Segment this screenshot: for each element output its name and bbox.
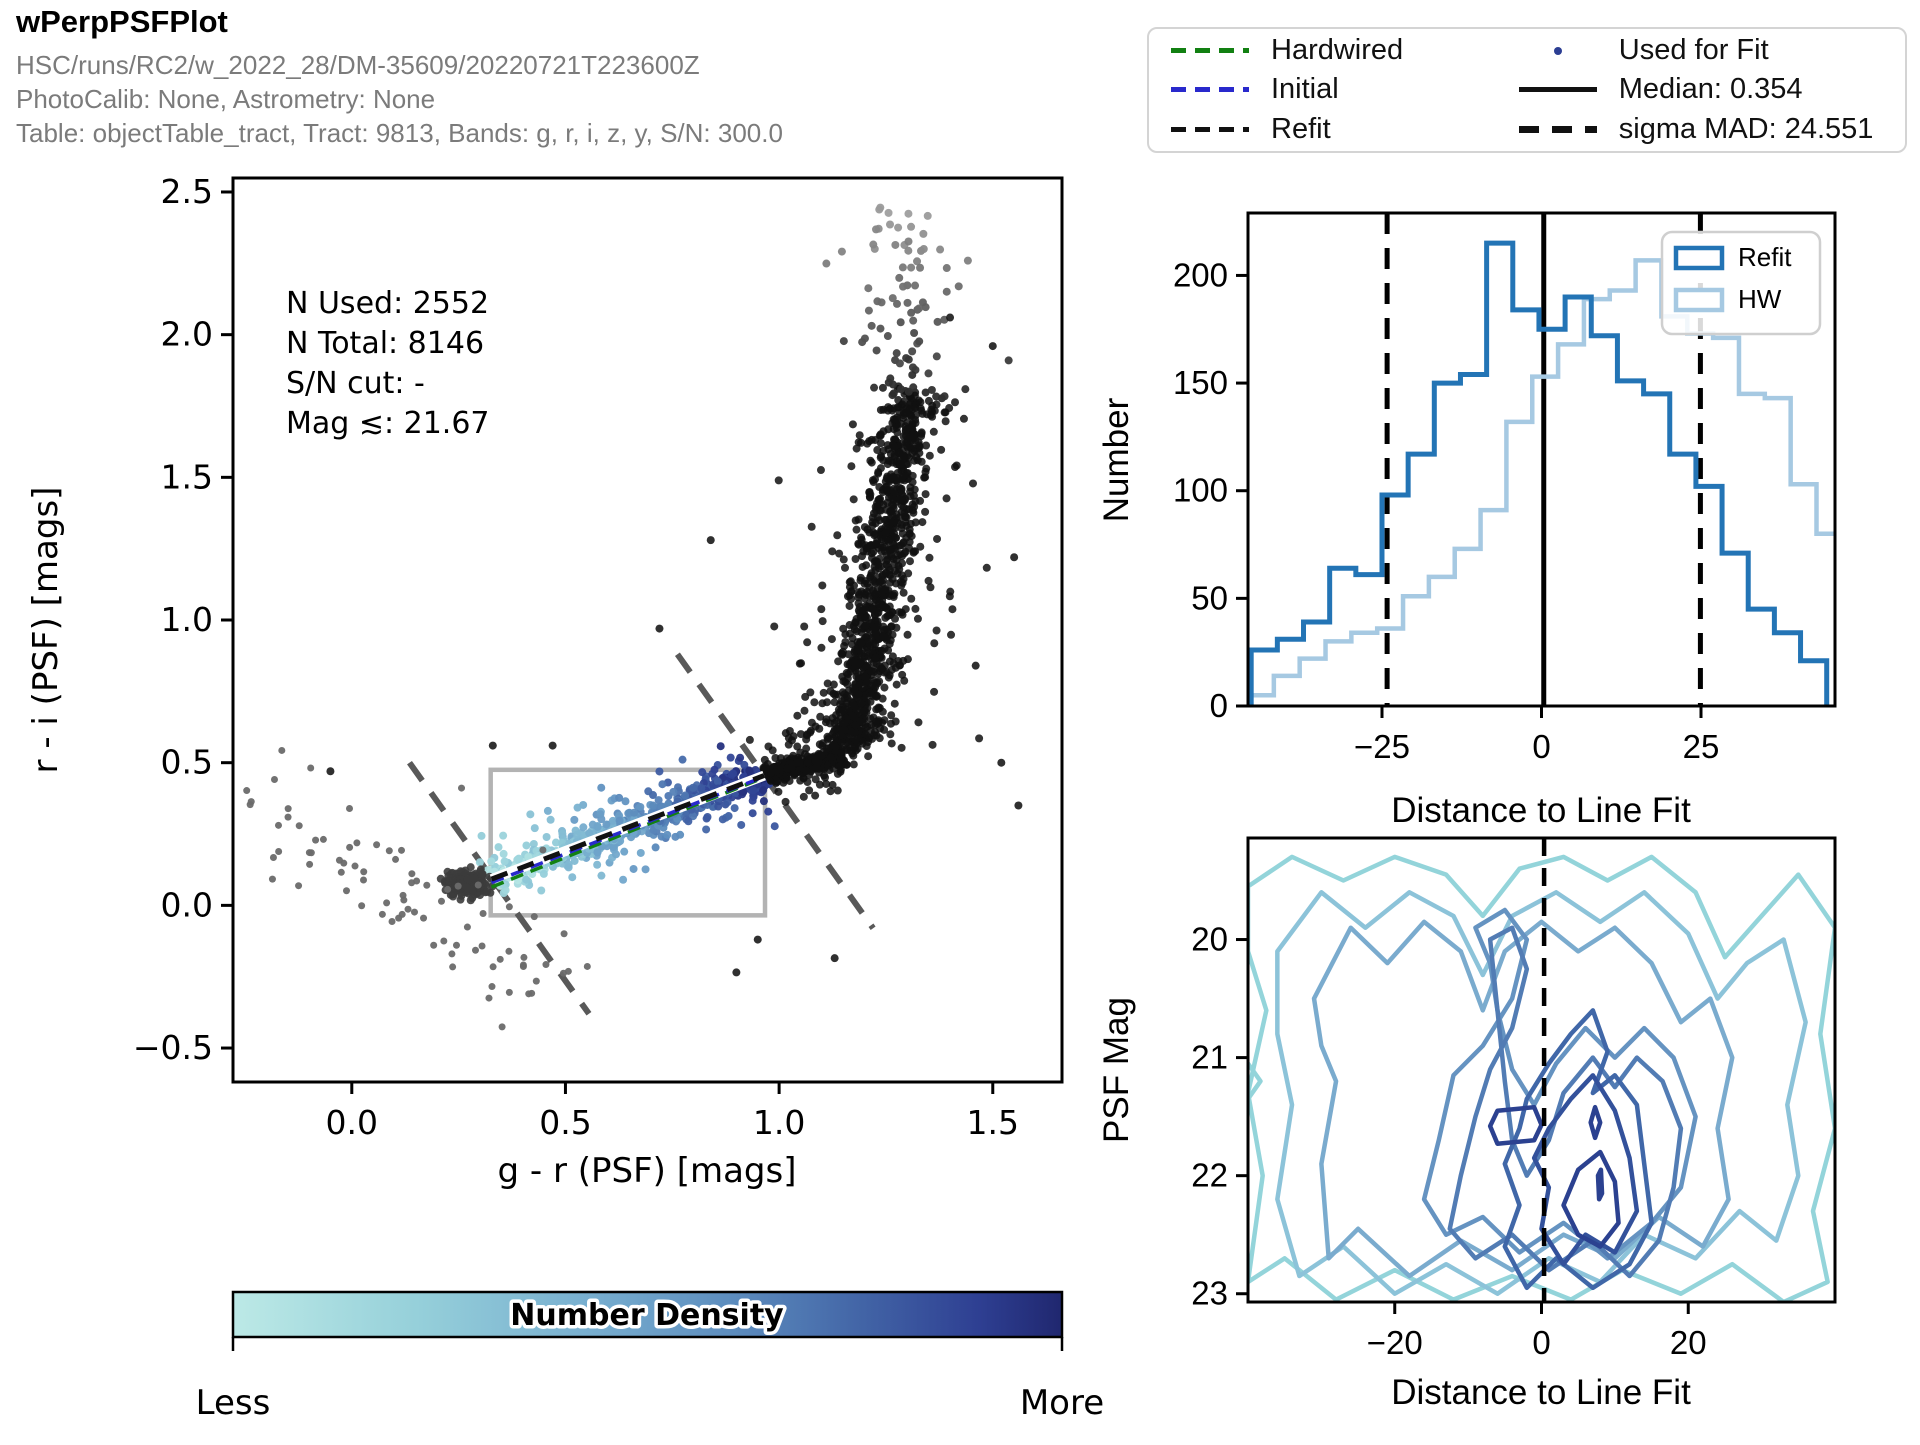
stat-mag-cut: Mag ≲: 21.67: [286, 406, 490, 441]
main-x-axis-label: g - r (PSF) [mags]: [497, 1151, 796, 1191]
refit-swatch-icon: [1673, 245, 1725, 271]
svg-text:0.5: 0.5: [161, 743, 213, 782]
svg-text:0.5: 0.5: [539, 1103, 591, 1142]
svg-text:1.5: 1.5: [967, 1103, 1019, 1142]
svg-text:20: 20: [1191, 921, 1228, 958]
svg-text:100: 100: [1173, 472, 1228, 509]
stat-n-total: N Total: 8146: [286, 326, 484, 361]
colorbar-less-label: Less: [196, 1383, 271, 1423]
histogram-legend: Refit HW: [1660, 230, 1822, 336]
svg-text:50: 50: [1191, 579, 1228, 616]
histogram-legend-refit: Refit: [1738, 242, 1792, 272]
sigma-mad-dashed-line-icon: [1518, 125, 1597, 133]
contour-axes: −20 0 20 20 21 22 23: [1191, 836, 1837, 1361]
histogram-axes: −25 0 25 0 50 100 150 200: [1173, 211, 1837, 765]
stat-n-used: N Used: 2552: [286, 286, 489, 321]
refit-dashed-line-icon: [1171, 126, 1249, 132]
header-table-line: Table: objectTable_tract, Tract: 9813, B…: [16, 118, 783, 148]
legend-item-refit: Refit: [1149, 113, 1497, 146]
legend-item-used-for-fit: Used for Fit: [1497, 34, 1905, 67]
svg-text:1.5: 1.5: [161, 457, 213, 496]
svg-text:23: 23: [1191, 1275, 1228, 1312]
legend-item-hardwired: Hardwired: [1149, 34, 1497, 67]
svg-text:0: 0: [1532, 1324, 1550, 1361]
page-title: wPerpPSFPlot: [16, 4, 228, 39]
svg-text:25: 25: [1683, 728, 1720, 765]
hw-swatch-icon: [1673, 287, 1725, 313]
svg-text:−25: −25: [1354, 728, 1410, 765]
legend-item-median: Median: 0.354: [1497, 73, 1905, 106]
main-y-axis-label: r - i (PSF) [mags]: [26, 487, 66, 774]
legend-item-sigma-mad: sigma MAD: 24.551: [1497, 113, 1905, 146]
svg-text:2.5: 2.5: [161, 172, 213, 211]
header-calib-line: PhotoCalib: None, Astrometry: None: [16, 84, 436, 114]
initial-dashed-line-icon: [1171, 87, 1249, 93]
histogram-plot: −25 0 25 0 50 100 150 200 Refit HW Distance to …: [1097, 211, 1837, 830]
legend-item-initial: Initial: [1149, 73, 1497, 106]
header-run-path: HSC/runs/RC2/w_2022_28/DM-35609/20220721…: [16, 50, 700, 80]
main-scatter-plot: 0.0 0.5 1.0 1.5 −0.5 0.0 0.5 1.0 1.5 2.0 2.5 N Use…: [26, 172, 1064, 1191]
colorbar-label: Number Density: [510, 1298, 784, 1333]
svg-text:−20: −20: [1367, 1324, 1423, 1361]
svg-text:1.0: 1.0: [753, 1103, 805, 1142]
histogram-legend-hw: HW: [1738, 284, 1782, 314]
contour-content: [1248, 838, 1835, 1302]
svg-text:0.0: 0.0: [161, 885, 213, 924]
contour-y-axis-label: PSF Mag: [1097, 997, 1136, 1143]
svg-text:0.0: 0.0: [326, 1103, 378, 1142]
hardwired-dashed-line-icon: [1171, 48, 1249, 54]
svg-text:150: 150: [1173, 364, 1228, 401]
colorbar-gradient: [231, 1290, 1064, 1339]
figure-header: wPerpPSFPlot HSC/runs/RC2/w_2022_28/DM-3…: [16, 4, 783, 150]
scatter-content: [243, 203, 1023, 1031]
colorbar-more-label: More: [1020, 1383, 1104, 1423]
stat-sn-cut: S/N cut: -: [286, 366, 425, 401]
svg-text:22: 22: [1191, 1157, 1228, 1194]
contour-plot: −20 0 20 20 21 22 23 Distance to Line Fit PSF …: [1097, 836, 1837, 1412]
svg-text:2.0: 2.0: [161, 315, 213, 354]
main-axes: 0.0 0.5 1.0 1.5 −0.5 0.0 0.5 1.0 1.5 2.0 2.5: [133, 172, 1064, 1142]
svg-text:200: 200: [1173, 256, 1228, 293]
colorbar: Number Density Less More: [196, 1290, 1104, 1423]
hist-x-axis-label: Distance to Line Fit: [1391, 791, 1691, 830]
svg-text:0: 0: [1210, 687, 1228, 724]
svg-text:1.0: 1.0: [161, 600, 213, 639]
svg-text:0: 0: [1532, 728, 1550, 765]
contour-x-axis-label: Distance to Line Fit: [1391, 1373, 1691, 1412]
svg-text:−0.5: −0.5: [133, 1028, 213, 1067]
used-for-fit-dot-icon: [1519, 46, 1597, 55]
figure-legend: Hardwired Initial Refit Used for Fit Med…: [1147, 27, 1907, 153]
svg-text:20: 20: [1670, 1324, 1707, 1361]
median-solid-line-icon: [1518, 87, 1597, 93]
svg-text:21: 21: [1191, 1039, 1228, 1076]
hist-y-axis-label: Number: [1097, 397, 1136, 522]
